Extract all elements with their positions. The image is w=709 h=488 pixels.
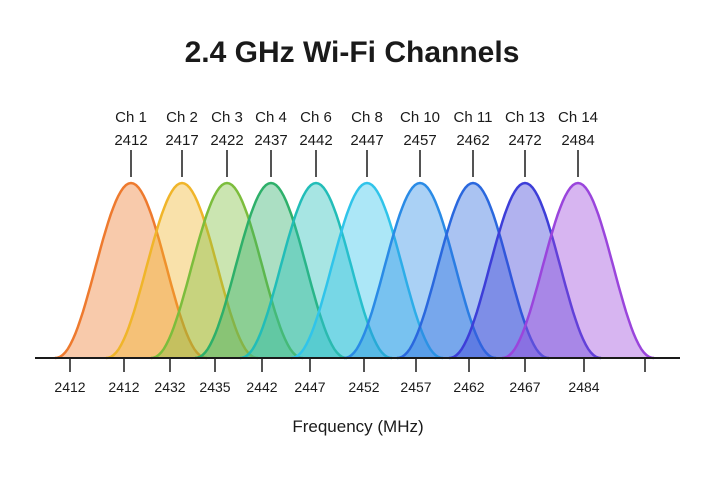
channel-name: Ch 14 xyxy=(558,109,598,126)
axis-label: 2435 xyxy=(199,379,230,395)
channel-name: Ch 11 xyxy=(454,109,493,126)
channel-frequency: 2412 xyxy=(114,132,147,149)
axis-label: 2447 xyxy=(294,379,325,395)
channel-name: Ch 10 xyxy=(400,109,440,126)
channel-frequency: 2484 xyxy=(561,132,594,149)
channel-frequency: 2447 xyxy=(350,132,383,149)
channel-curve xyxy=(501,181,655,360)
axis-label: 2412 xyxy=(54,379,85,395)
channel-frequency: 2462 xyxy=(456,132,489,149)
channel-frequency: 2442 xyxy=(299,132,332,149)
channel-name: Ch 1 xyxy=(115,109,147,126)
axis-label: 2457 xyxy=(400,379,431,395)
curves xyxy=(54,181,655,360)
channel-curve xyxy=(194,181,348,360)
channel-frequency: 2417 xyxy=(165,132,198,149)
channel-frequency: 2457 xyxy=(403,132,436,149)
channel-name: Ch 13 xyxy=(505,109,545,126)
channel-frequency: 2472 xyxy=(508,132,541,149)
channel-curve xyxy=(239,181,393,360)
channel-curve xyxy=(54,181,208,360)
channel-curve xyxy=(290,181,444,360)
channel-curve xyxy=(105,181,259,360)
axis-label: 2462 xyxy=(453,379,484,395)
channel-name: Ch 4 xyxy=(255,109,287,126)
axis-label: 2467 xyxy=(509,379,540,395)
channel-curve xyxy=(448,181,602,360)
axis-label: 2442 xyxy=(246,379,277,395)
channel-name: Ch 3 xyxy=(211,109,243,126)
channel-curve xyxy=(343,181,497,360)
channel-name: Ch 2 xyxy=(166,109,198,126)
channel-name: Ch 8 xyxy=(351,109,383,126)
axis-label: 2484 xyxy=(568,379,599,395)
axis-label: 2412 xyxy=(108,379,139,395)
channel-curve xyxy=(396,181,550,360)
axis-label: 2452 xyxy=(348,379,379,395)
axis-label: 2432 xyxy=(154,379,185,395)
channel-frequency: 2422 xyxy=(210,132,243,149)
channel-name: Ch 6 xyxy=(300,109,332,126)
title: 2.4 GHz Wi-Fi Channels xyxy=(185,36,520,69)
axis-title: Frequency (MHz) xyxy=(292,417,423,436)
channel-curve xyxy=(150,181,304,360)
channel-frequency: 2437 xyxy=(254,132,287,149)
